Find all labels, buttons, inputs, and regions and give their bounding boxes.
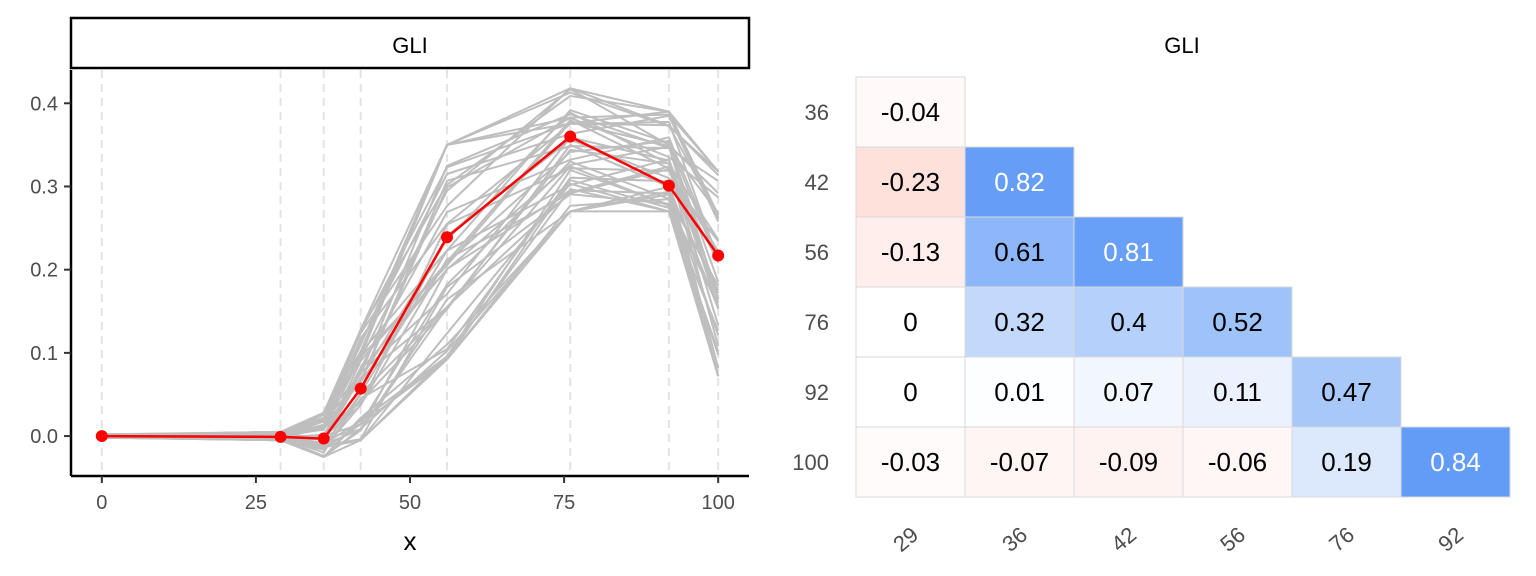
axes: 0.0 0.1 0.2 0.3 0.4 0 25 50 75 100 <box>30 70 749 514</box>
y-tick-label: 0.2 <box>30 260 58 282</box>
x-axis-label: x <box>404 526 417 556</box>
heatmap-cell-value: 0.32 <box>994 307 1045 337</box>
heatmap-cell-value: 0.84 <box>1430 447 1481 477</box>
background-series-line-high <box>101 87 719 436</box>
x-tick-label: 50 <box>399 492 421 514</box>
x-tick-label: 0 <box>96 492 107 514</box>
highlight-series-point <box>440 231 453 244</box>
heatmap-col-label: 29 <box>888 522 923 557</box>
highlight-series-group <box>95 130 725 445</box>
heatmap-cell-value: 0 <box>903 377 917 407</box>
highlight-series-line <box>101 135 720 440</box>
heatmap-cell <box>855 76 966 148</box>
strip-box <box>69 16 751 70</box>
heatmap-cell-value: 0.4 <box>1110 307 1146 337</box>
heatmap-cell-value: 0.61 <box>994 237 1045 267</box>
grid-lines <box>100 70 720 476</box>
heatmap-cell <box>1182 286 1293 358</box>
x-tick-label: 25 <box>245 492 267 514</box>
background-series-line <box>101 187 720 449</box>
x-tick-label: 100 <box>701 492 734 514</box>
highlight-series-point <box>354 382 367 395</box>
heatmap-title: GLI <box>1164 33 1199 58</box>
y-tick-label: 0.4 <box>30 93 58 115</box>
highlight-series-point <box>274 430 287 443</box>
heatmap-cell-value: 0 <box>903 307 917 337</box>
heatmap-cell <box>855 356 966 428</box>
heatmap-col-label: 76 <box>1324 522 1359 557</box>
heatmap-cell <box>1291 426 1402 498</box>
heatmap-row-label: 100 <box>792 450 829 475</box>
heatmap-cell-value: 0.52 <box>1212 307 1263 337</box>
background-series-line <box>101 182 720 446</box>
heatmap-cell <box>964 426 1075 498</box>
heatmap-col-label: 56 <box>1215 522 1250 557</box>
x-tick-label: 75 <box>553 492 575 514</box>
heatmap-cell-value: 0.82 <box>994 167 1045 197</box>
heatmap-cell-value: 0.47 <box>1321 377 1372 407</box>
line-chart-panel: GLI 0.0 0.1 0.2 0.3 0.4 0 25 50 75 100 x <box>30 16 751 556</box>
y-tick-label: 0.1 <box>30 343 58 365</box>
heatmap-cell-value: 0.81 <box>1103 237 1154 267</box>
heatmap-row-label: 36 <box>805 100 829 125</box>
heatmap-col-label: 36 <box>997 522 1032 557</box>
heatmap-cell <box>1291 356 1402 428</box>
heatmap-cell <box>964 146 1075 218</box>
heatmap-cell-value: -0.09 <box>1099 447 1158 477</box>
highlight-series-point <box>564 130 577 143</box>
y-tick-label: 0.0 <box>30 426 58 448</box>
heatmap-row-label: 76 <box>805 310 829 335</box>
background-series-line <box>101 111 720 438</box>
heatmap-col-label: 42 <box>1106 522 1141 557</box>
heatmap-cell <box>1073 216 1184 288</box>
heatmap-cell-value: 0.11 <box>1213 377 1262 407</box>
background-series-line <box>101 110 720 436</box>
highlight-series-point <box>662 179 675 192</box>
heatmap-cell <box>1400 426 1511 498</box>
heatmap-cell-value: -0.04 <box>881 97 940 127</box>
heatmap-cells: -0.04 -0.23 0.82 -0.13 0.61 0.81 0 0.32 0.4 0.52 0… <box>855 76 1511 498</box>
heatmap-cell <box>1182 426 1293 498</box>
heatmap-cell-value: -0.07 <box>990 447 1049 477</box>
heatmap-cell-value: -0.23 <box>881 167 940 197</box>
heatmap-col-label: 92 <box>1433 522 1468 557</box>
heatmap-cell <box>1073 426 1184 498</box>
heatmap-cell <box>855 146 966 218</box>
heatmap-cell-value: 0.01 <box>994 377 1045 407</box>
highlight-series-point <box>712 249 725 262</box>
heatmap-cell-value: 0.07 <box>1103 377 1154 407</box>
heatmap-cell-value: -0.03 <box>881 447 940 477</box>
y-tick-label: 0.3 <box>30 176 58 198</box>
heatmap-cell <box>964 216 1075 288</box>
heatmap-cell-value: 0.19 <box>1321 447 1372 477</box>
heatmap-cell <box>1073 286 1184 358</box>
heatmap-row-label: 92 <box>805 380 829 405</box>
heatmap-row-label: 42 <box>805 170 829 195</box>
heatmap-cell-value: -0.13 <box>881 237 940 267</box>
background-series-line-low <box>101 210 720 458</box>
highlight-series-point <box>95 430 108 443</box>
highlight-series-point <box>317 432 330 445</box>
heatmap-cell <box>1182 356 1293 428</box>
heatmap-cell <box>855 426 966 498</box>
heatmap-cell <box>964 286 1075 358</box>
heatmap-panel: GLI -0.04 -0.23 0.82 -0.13 0.61 0.81 0 0.32 0.4 0… <box>792 33 1511 557</box>
heatmap-cell-value: -0.06 <box>1208 447 1267 477</box>
strip-title: GLI <box>392 33 427 58</box>
heatmap-row-label: 56 <box>805 240 829 265</box>
background-series-group <box>101 87 720 459</box>
